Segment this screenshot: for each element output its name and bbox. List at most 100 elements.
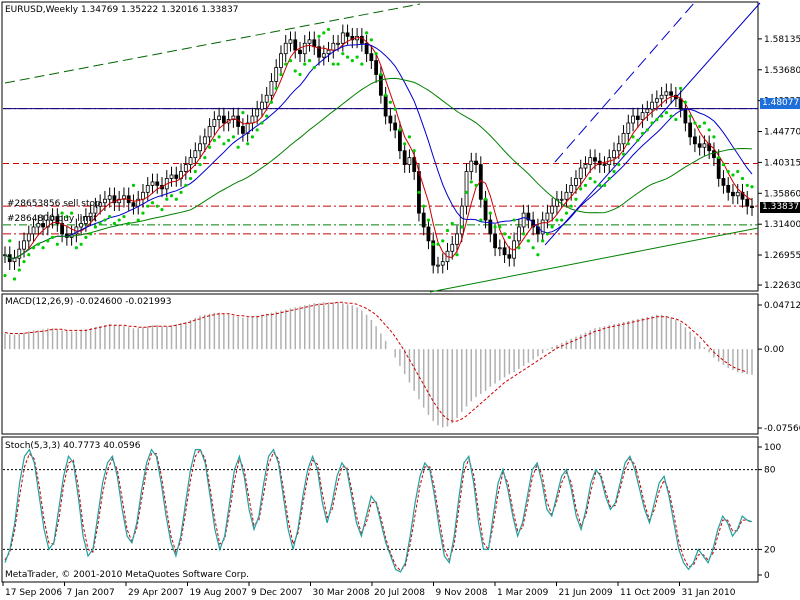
parabolic-sar-dot (669, 114, 673, 118)
parabolic-sar-dot (265, 114, 269, 118)
candle-body (103, 198, 107, 204)
trendline-lower-support[interactable] (429, 227, 759, 293)
parabolic-sar-dot (607, 176, 611, 181)
price-panel-frame (1, 1, 759, 292)
parabolic-sar-dot (317, 34, 321, 38)
parabolic-sar-dot (574, 197, 578, 201)
parabolic-sar-dot (341, 52, 345, 56)
candle-body (274, 67, 279, 82)
parabolic-sar-dot (750, 185, 754, 189)
candle-body (193, 150, 198, 159)
parabolic-sar-dot (679, 86, 683, 90)
parabolic-sar-dot (331, 62, 335, 66)
candle-body (593, 157, 597, 162)
candle-body (697, 143, 702, 148)
parabolic-sar-dot (721, 162, 726, 167)
x-tick-label: 29 Apr 2007 (128, 588, 184, 598)
y-tick-label: 1.40315 (764, 158, 800, 168)
candle-body (526, 212, 531, 221)
candle-body (640, 112, 645, 120)
x-tick-label: 9 Dec 2007 (251, 588, 303, 598)
candle-body (217, 115, 222, 120)
parabolic-sar-dot (479, 218, 483, 222)
parabolic-sar-dot (103, 218, 107, 222)
x-tick-label: 11 Oct 2009 (620, 588, 676, 598)
parabolic-sar-dot (517, 246, 521, 250)
candle-body (578, 167, 583, 179)
parabolic-sar-dot (417, 190, 421, 194)
parabolic-sar-dot (131, 183, 136, 187)
parabolic-sar-dot (626, 142, 630, 146)
candle-body (250, 115, 255, 124)
parabolic-sar-dot (84, 235, 88, 239)
y-tick-label: 1.26955 (764, 251, 800, 261)
parabolic-sar-dot (322, 31, 326, 35)
parabolic-sar-dot (493, 225, 497, 229)
current-price-tag: 1.33837 (760, 202, 800, 213)
candle-body (507, 254, 512, 259)
x-tick-label: 20 Jul 2008 (374, 588, 425, 598)
candle-body (221, 115, 226, 124)
parabolic-sar-dot (250, 135, 255, 139)
parabolic-sar-dot (17, 268, 21, 272)
candle-body (93, 205, 98, 214)
y-tick-label: 80 (764, 466, 776, 476)
order-label-sell-stop[interactable]: #28653856 sell stop (7, 199, 101, 209)
parabolic-sar-dot (260, 121, 264, 125)
candle-body (183, 164, 188, 172)
candle-body (702, 143, 707, 148)
candle-body (426, 226, 431, 242)
candle-body (712, 150, 716, 159)
candle-body (750, 205, 754, 208)
candle-body (516, 226, 521, 242)
parabolic-sar-dot (293, 69, 297, 73)
candle-body (621, 132, 626, 145)
parabolic-sar-dot (726, 169, 730, 174)
candle-body (36, 223, 41, 228)
parabolic-sar-dot (374, 52, 378, 56)
candle-body (331, 42, 336, 51)
candle-body (450, 243, 455, 252)
stoch-signal-line (4, 448, 753, 572)
parabolic-sar-dot (241, 111, 245, 115)
parabolic-sar-dot (203, 156, 207, 160)
order-label-buy-limit[interactable]: #2864800 buy limit (7, 214, 97, 224)
parabolic-sar-dot (645, 128, 649, 132)
parabolic-sar-dot (345, 55, 350, 59)
parabolic-sar-dot (460, 225, 464, 229)
parabolic-sar-dot (46, 239, 50, 243)
candle-body (288, 39, 293, 44)
parabolic-sar-dot (636, 138, 640, 142)
candle-body (350, 35, 355, 41)
parabolic-sar-dot (536, 253, 540, 257)
parabolic-sar-dot (717, 156, 721, 160)
stoch-indicator-title: Stoch(5,3,3) 40.7773 40.0596 (5, 441, 141, 451)
parabolic-sar-dot (65, 214, 69, 219)
parabolic-sar-dot (160, 208, 164, 212)
x-tick-label: 17 Sep 2006 (5, 588, 62, 598)
parabolic-sar-dot (146, 204, 150, 208)
parabolic-sar-dot (127, 221, 131, 226)
parabolic-sar-dot (450, 221, 454, 226)
parabolic-sar-dot (227, 138, 231, 142)
parabolic-sar-dot (507, 235, 511, 239)
candle-body (693, 136, 697, 145)
parabolic-sar-dot (502, 232, 507, 236)
trendline-upper-dashed[interactable] (4, 3, 421, 84)
candle-body (716, 157, 721, 179)
parabolic-sar-dot (593, 180, 597, 184)
parabolic-sar-dot (89, 232, 93, 236)
candle-body (726, 184, 731, 193)
macd-indicator-title: MACD(12,26,9) -0.024600 -0.021993 (5, 297, 172, 307)
candle-body (150, 181, 155, 186)
parabolic-sar-dot (693, 121, 697, 125)
candle-body (302, 42, 307, 55)
parabolic-sar-dot (388, 100, 392, 104)
candle-body (616, 143, 621, 152)
candle-body (521, 212, 526, 228)
parabolic-sar-dot (426, 218, 431, 222)
parabolic-sar-dot (112, 221, 117, 226)
parabolic-sar-dot (365, 31, 369, 35)
